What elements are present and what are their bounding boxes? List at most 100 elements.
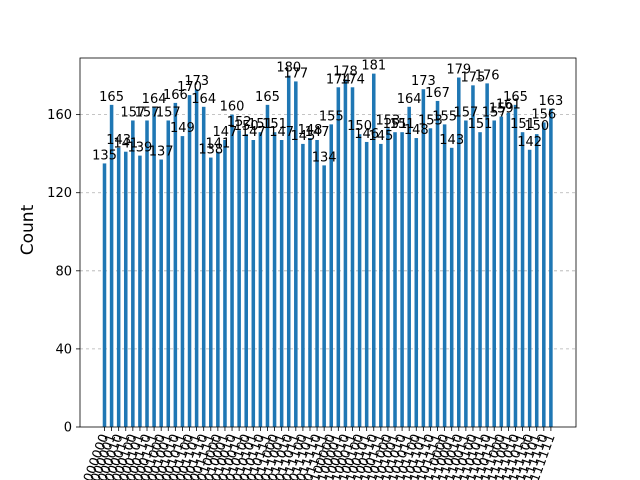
bar xyxy=(294,81,298,427)
bar xyxy=(492,120,496,427)
bar-value-label: 153 xyxy=(376,113,401,128)
bar-value-label: 148 xyxy=(298,123,323,138)
bar xyxy=(272,132,277,427)
bar-value-label: 156 xyxy=(531,107,556,122)
bar xyxy=(194,89,199,427)
bar xyxy=(152,106,156,428)
bar-value-label: 145 xyxy=(290,129,315,144)
bar-value-label: 143 xyxy=(106,133,131,148)
bar xyxy=(513,104,518,427)
bar xyxy=(315,140,319,427)
bar xyxy=(180,136,185,427)
bar-value-label: 180 xyxy=(276,61,301,76)
bar-value-label: 178 xyxy=(333,64,358,79)
bar xyxy=(386,128,390,428)
bar-value-label: 151 xyxy=(383,117,408,132)
bar-value-label: 165 xyxy=(503,90,528,105)
bar-value-label: 147 xyxy=(241,125,266,140)
bar-value-label: 139 xyxy=(128,141,153,156)
bar xyxy=(471,85,475,427)
bar-value-label: 164 xyxy=(191,92,216,107)
axes: 0408012016000000000000100001000001100010… xyxy=(47,57,577,480)
bar xyxy=(506,112,511,428)
bar xyxy=(421,89,426,427)
bar xyxy=(123,151,128,427)
bar-value-label: 138 xyxy=(198,143,223,158)
bar xyxy=(109,104,114,427)
bar xyxy=(187,95,192,427)
bar xyxy=(279,140,284,427)
bar xyxy=(364,141,369,427)
bar-value-label: 161 xyxy=(496,98,521,113)
bar xyxy=(442,124,447,427)
bar-value-label: 151 xyxy=(248,117,273,132)
bar xyxy=(329,124,334,427)
bar xyxy=(173,102,178,428)
bar-value-label: 155 xyxy=(319,109,344,124)
y-tick-label: 0 xyxy=(64,421,72,436)
bars xyxy=(102,73,553,428)
bar-value-label: 164 xyxy=(397,92,422,107)
bar-value-label: 153 xyxy=(418,113,443,128)
bar-value-label: 179 xyxy=(446,63,471,78)
bar xyxy=(485,83,489,427)
bar xyxy=(350,87,355,428)
bar xyxy=(542,122,546,427)
bar xyxy=(435,100,440,427)
bar-value-label: 176 xyxy=(475,68,500,83)
y-tick-label: 120 xyxy=(47,186,72,201)
bar xyxy=(457,77,461,428)
bar xyxy=(393,132,397,427)
bar xyxy=(343,79,348,427)
bar-value-label: 134 xyxy=(312,150,337,165)
bar-value-label: 155 xyxy=(432,109,457,124)
bar xyxy=(131,120,135,427)
bar xyxy=(258,132,263,427)
bar xyxy=(520,132,525,427)
bar xyxy=(499,116,504,428)
bar xyxy=(379,143,383,427)
bar xyxy=(478,132,482,427)
bar xyxy=(265,104,270,427)
bar-value-label: 137 xyxy=(149,145,174,160)
bar xyxy=(308,138,312,428)
bar-value-label: 141 xyxy=(113,137,138,152)
bar xyxy=(145,120,149,427)
bar xyxy=(322,165,326,427)
bar-value-label: 142 xyxy=(517,135,542,150)
bar-value-label: 165 xyxy=(99,90,124,105)
bar-value-label: 159 xyxy=(489,102,514,117)
gridlines xyxy=(80,114,576,350)
bar xyxy=(357,134,362,427)
bar-value-label: 152 xyxy=(227,115,252,130)
bar-value-label: 175 xyxy=(461,70,486,85)
bar-value-label: 147 xyxy=(213,125,238,140)
bar xyxy=(201,106,206,428)
bar xyxy=(223,140,227,427)
bar-value-label: 157 xyxy=(120,105,145,120)
bar-value-label: 147 xyxy=(305,125,330,140)
bar-value-label: 141 xyxy=(205,137,230,152)
bar-value-label: 174 xyxy=(326,72,351,87)
bar-value-label: 165 xyxy=(255,90,280,105)
bar xyxy=(464,120,468,427)
bar-value-label: 149 xyxy=(170,121,195,136)
bar-value-label: 170 xyxy=(177,80,202,95)
plot-frame xyxy=(79,57,577,428)
bar xyxy=(414,138,419,428)
bar-value-label: 177 xyxy=(283,66,308,81)
bar-value-label: 181 xyxy=(361,59,386,74)
bar xyxy=(230,114,234,427)
bar-value-label: 173 xyxy=(184,74,209,89)
bar-value-label: 164 xyxy=(142,92,167,107)
bar-value-label: 174 xyxy=(340,72,365,87)
bar-value-label: 151 xyxy=(468,117,493,132)
bar-value-label: 157 xyxy=(156,105,181,120)
y-tick-label: 80 xyxy=(55,264,72,279)
bar-value-label: 148 xyxy=(404,123,429,138)
bar-value-label: 157 xyxy=(453,105,478,120)
bar-value-label: 146 xyxy=(354,127,379,142)
bar-value-label: 160 xyxy=(220,100,245,115)
bar-value-label: 157 xyxy=(135,105,160,120)
bar-value-label: 151 xyxy=(510,117,535,132)
